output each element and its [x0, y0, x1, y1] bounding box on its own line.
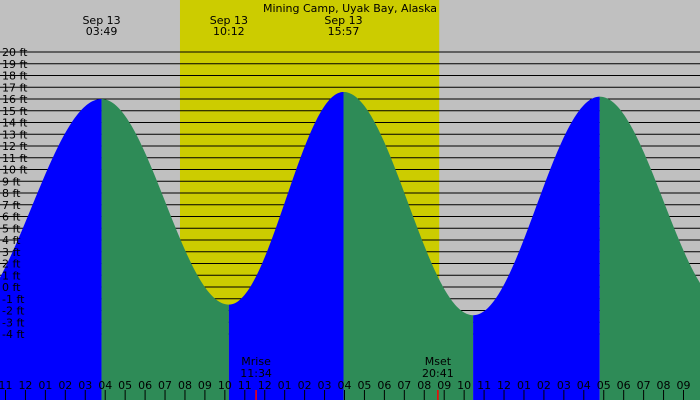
x-tick-label: 06	[138, 379, 152, 392]
falling-tide-area	[343, 91, 474, 400]
y-tick-label: -1 ft	[2, 293, 25, 306]
y-tick-label: 9 ft	[2, 175, 21, 188]
y-tick-label: 5 ft	[2, 222, 21, 235]
y-tick-label: 1 ft	[2, 269, 21, 282]
tide-area-layer	[0, 91, 700, 400]
y-tick-label: 6 ft	[2, 211, 21, 224]
x-tick-label: 03	[557, 379, 571, 392]
y-tick-label: 12 ft	[2, 140, 28, 153]
x-tick-label: 05	[357, 379, 371, 392]
x-tick-label: 04	[338, 379, 352, 392]
tide-event-date: Sep 13	[210, 14, 248, 27]
rising-tide-area	[228, 91, 344, 400]
y-tick-label: 13 ft	[2, 128, 28, 141]
rising-tide-area	[0, 99, 102, 400]
x-tick-label: 06	[617, 379, 631, 392]
chart-title: Mining Camp, Uyak Bay, Alaska	[263, 2, 437, 15]
y-tick-label: 0 ft	[2, 281, 21, 294]
x-tick-label: 07	[158, 379, 172, 392]
y-tick-label: 3 ft	[2, 246, 21, 259]
y-tick-label: 14 ft	[2, 117, 28, 130]
x-tick-label: 02	[58, 379, 72, 392]
y-tick-label: 19 ft	[2, 58, 28, 71]
x-tick-label: 07	[397, 379, 411, 392]
moon-event-name: Mset	[425, 355, 452, 368]
x-tick-label: 01	[38, 379, 52, 392]
x-tick-label: 12	[258, 379, 272, 392]
y-tick-label: 16 ft	[2, 93, 28, 106]
x-tick-label: 04	[98, 379, 112, 392]
y-tick-label: 18 ft	[2, 70, 28, 83]
x-tick-label: 09	[198, 379, 212, 392]
x-tick-label: 04	[577, 379, 591, 392]
hour-ticks	[5, 390, 684, 400]
x-tick-label: 08	[178, 379, 192, 392]
y-tick-label: 17 ft	[2, 81, 28, 94]
x-tick-label: 07	[637, 379, 651, 392]
x-tick-label: 09	[437, 379, 451, 392]
x-tick-label: 10	[457, 379, 471, 392]
falling-tide-area	[101, 99, 229, 400]
x-tick-label: 01	[278, 379, 292, 392]
tide-event-time: 15:57	[328, 25, 360, 38]
x-tick-label: 02	[298, 379, 312, 392]
x-tick-label: 11	[477, 379, 491, 392]
y-tick-label: -2 ft	[2, 305, 25, 318]
x-tick-label: 11	[238, 379, 252, 392]
x-tick-label: 03	[318, 379, 332, 392]
y-tick-label: 20 ft	[2, 46, 28, 59]
x-tick-label: 02	[537, 379, 551, 392]
x-tick-label: 12	[18, 379, 32, 392]
y-tick-label: 11 ft	[2, 152, 28, 165]
tide-event-time: 10:12	[213, 25, 245, 38]
moon-event-time: 20:41	[422, 367, 454, 380]
tide-event-date: Sep 13	[324, 14, 362, 27]
moon-event-name: Mrise	[241, 355, 271, 368]
x-tick-label: 01	[517, 379, 531, 392]
rising-tide-area	[473, 96, 600, 400]
y-tick-label: -3 ft	[2, 316, 25, 329]
y-tick-label: 8 ft	[2, 187, 21, 200]
moon-event-time: 11:34	[240, 367, 272, 380]
x-tick-label: 10	[218, 379, 232, 392]
y-tick-label: 15 ft	[2, 105, 28, 118]
x-tick-label: 08	[657, 379, 671, 392]
y-tick-label: 10 ft	[2, 164, 28, 177]
x-tick-label: 05	[118, 379, 132, 392]
y-tick-label: 4 ft	[2, 234, 21, 247]
x-tick-label: 09	[677, 379, 691, 392]
x-tick-label: 06	[377, 379, 391, 392]
x-tick-label: 05	[597, 379, 611, 392]
falling-tide-area	[599, 96, 700, 400]
y-tick-label: -4 ft	[2, 328, 25, 341]
y-tick-label: 2 ft	[2, 258, 21, 271]
x-tick-label: 11	[0, 379, 13, 392]
tide-event-time: 03:49	[86, 25, 118, 38]
tide-event-date: Sep 13	[82, 14, 120, 27]
y-tick-label: 7 ft	[2, 199, 21, 212]
x-tick-label: 03	[78, 379, 92, 392]
x-tick-label: 12	[497, 379, 511, 392]
x-tick-label: 08	[417, 379, 431, 392]
